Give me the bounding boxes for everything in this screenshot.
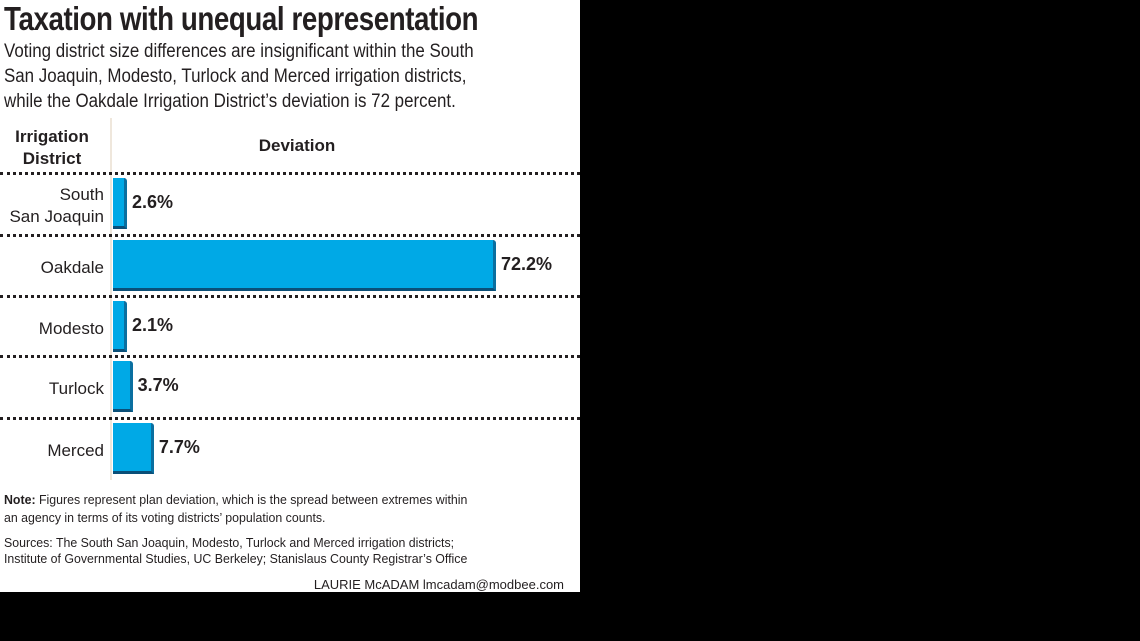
category-label: Oakdale [0,257,104,279]
data-label: 2.1% [132,315,174,335]
category-column-header: Irrigation District [15,127,89,168]
sources-line: Sources: The South San Joaquin, Modesto,… [4,535,455,550]
data-label: 7.7% [158,437,200,457]
row-divider [0,355,580,358]
subtitle-line: while the Oakdale Irrigation District’s … [4,91,456,112]
row-divider [0,295,580,298]
category-label: Merced [0,440,104,462]
category-label-line: Oakdale [40,257,104,277]
subtitle-line: San Joaquin, Modesto, Turlock and Merced… [4,66,467,87]
note-text: Figures represent plan deviation, which … [39,492,468,507]
row-divider [0,234,580,237]
axis-line [110,118,112,480]
note-line: Note: Figures represent plan deviation, … [4,492,467,507]
credit: LAURIE McADAM lmcadam@modbee.com [313,577,564,592]
bar [113,178,127,229]
note-line: an agency in terms of its voting distric… [4,510,326,525]
category-label: Turlock [0,378,104,400]
row-divider [0,172,580,175]
category-label: Modesto [0,318,104,340]
data-label: 72.2% [501,254,553,274]
row-divider [0,417,580,420]
category-label-line: San Joaquin [9,206,104,226]
category-label-line: South [59,184,104,204]
bar [113,361,133,412]
data-label: 3.7% [137,375,179,395]
infographic: Taxation with unequal representation Vot… [0,0,580,592]
data-label: 2.6% [132,192,174,212]
note-label: Note: [4,492,36,507]
sources-line: Institute of Governmental Studies, UC Be… [4,551,468,566]
category-label-line: Merced [47,440,104,460]
bar [113,240,496,291]
subtitle-line: Voting district size differences are ins… [4,41,474,62]
category-label-line: Turlock [48,378,104,398]
category-label-line: Modesto [38,318,104,338]
category-label: South San Joaquin [0,184,104,228]
bar [113,423,154,474]
bar [113,301,127,352]
chart-title: Taxation with unequal representation [4,0,479,37]
value-column-header: Deviation [258,136,336,155]
